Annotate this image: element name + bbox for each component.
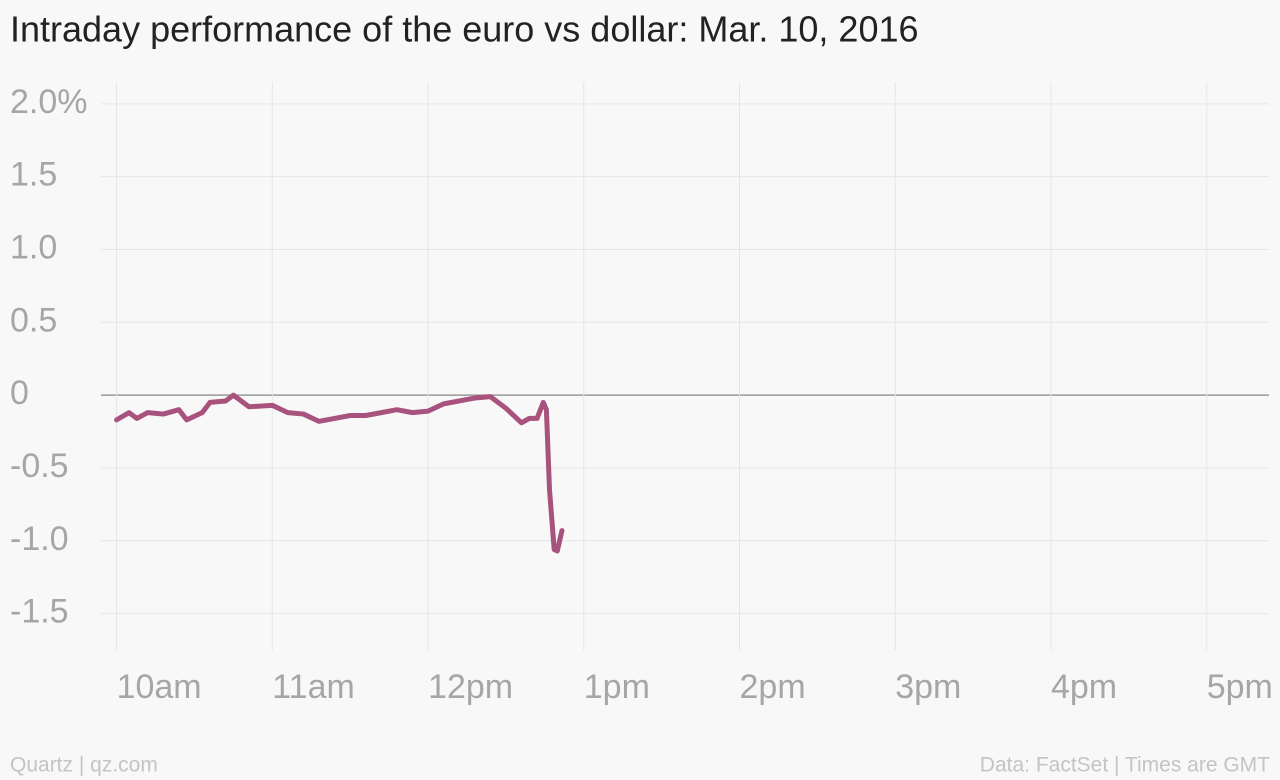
chart-title: Intraday performance of the euro vs doll… xyxy=(10,9,919,50)
y-tick-label: 1.5 xyxy=(10,156,57,194)
y-tick-label: 0.5 xyxy=(10,301,57,339)
source-left: Quartz | qz.com xyxy=(10,754,158,777)
x-tick-label: 1pm xyxy=(584,668,650,706)
x-tick-label: 12pm xyxy=(428,668,513,706)
y-tick-label: 0 xyxy=(10,374,29,412)
x-tick-label: 3pm xyxy=(895,668,961,706)
y-tick-label: 1.0 xyxy=(10,228,57,266)
x-tick-label: 5pm xyxy=(1207,668,1273,706)
x-tick-label: 4pm xyxy=(1051,668,1117,706)
y-tick-label: -0.5 xyxy=(10,447,69,485)
source-right: Data: FactSet | Times are GMT xyxy=(980,754,1270,777)
x-tick-label: 11am xyxy=(272,668,355,706)
y-tick-label: 2.0% xyxy=(10,83,88,121)
line-series xyxy=(114,392,565,554)
y-tick-label: -1.0 xyxy=(10,520,69,558)
y-tick-label: -1.5 xyxy=(10,593,69,631)
x-tick-label: 10am xyxy=(117,668,202,706)
x-tick-label: 2pm xyxy=(740,668,806,706)
